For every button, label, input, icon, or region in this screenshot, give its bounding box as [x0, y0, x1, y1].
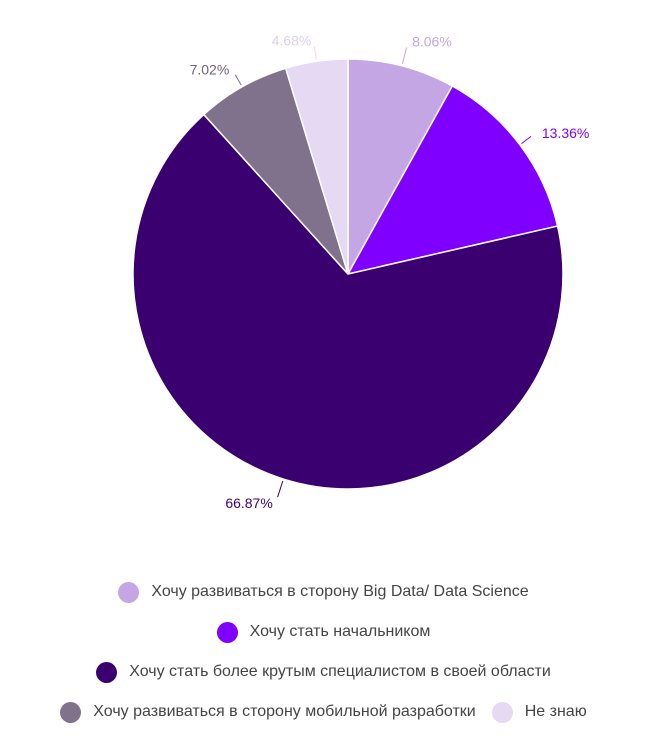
legend-item-dont-know[interactable]: Не знаю	[491, 701, 587, 723]
legend-item-specialist[interactable]: Хочу стать более крутым специалистом в с…	[96, 661, 551, 683]
legend: Хочу развиваться в сторону Big Data/ Dat…	[0, 572, 647, 732]
pie-slice-manager[interactable]	[346, 84, 559, 276]
legend-label-dont-know: Не знаю	[524, 703, 587, 720]
legend-row-1: Хочу развиваться в сторону Big Data/ Dat…	[0, 572, 647, 612]
legend-swatch-mobile	[60, 701, 82, 723]
data-label-manager: 13.36%	[542, 125, 589, 141]
legend-label-specialist: Хочу стать более крутым специалистом в с…	[129, 663, 551, 680]
data-label-big-data: 8.06%	[412, 34, 452, 50]
data-label-specialist: 66.87%	[225, 495, 272, 511]
leader-line-dont-know	[313, 46, 317, 60]
legend-swatch-big-data	[118, 581, 140, 603]
leader-line-specialist	[277, 480, 284, 498]
legend-row-4: Хочу развиваться в сторону мобильной раз…	[0, 692, 647, 732]
legend-swatch-dont-know	[491, 701, 513, 723]
legend-label-manager: Хочу стать начальником	[249, 623, 431, 640]
legend-item-mobile[interactable]: Хочу развиваться в сторону мобильной раз…	[60, 701, 476, 723]
pie-slice-big-data[interactable]	[347, 58, 454, 277]
leader-line-manager	[521, 136, 532, 144]
leader-line-mobile	[234, 74, 242, 86]
pie-chart: 8.06% 13.36% 66.87% 7.02% 4.68%	[132, 33, 589, 511]
legend-label-mobile: Хочу развиваться в сторону мобильной раз…	[93, 703, 476, 720]
legend-swatch-specialist	[96, 661, 118, 683]
data-label-dont-know: 4.68%	[272, 33, 312, 49]
data-label-mobile: 7.02%	[190, 61, 230, 77]
legend-row-3: Хочу стать более крутым специалистом в с…	[0, 652, 647, 692]
legend-label-big-data: Хочу развиваться в сторону Big Data/ Dat…	[151, 583, 529, 600]
pie-slice-specialist[interactable]	[132, 113, 564, 490]
legend-item-manager[interactable]: Хочу стать начальником	[216, 621, 431, 643]
legend-item-big-data[interactable]: Хочу развиваться в сторону Big Data/ Dat…	[118, 581, 529, 603]
legend-swatch-manager	[216, 621, 238, 643]
pie-slice-dont-know[interactable]	[284, 58, 349, 275]
leader-line-big-data	[401, 47, 408, 65]
legend-row-2: Хочу стать начальником	[0, 612, 647, 652]
